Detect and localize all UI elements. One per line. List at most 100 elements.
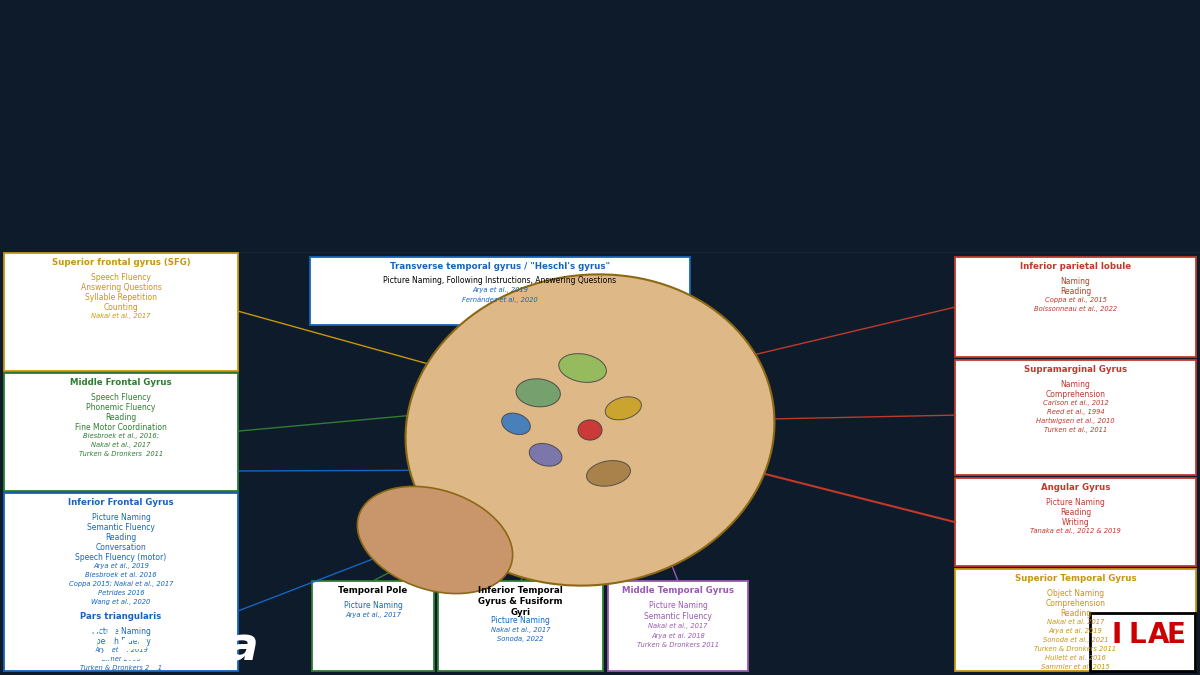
Text: Picture Naming: Picture Naming [91, 513, 150, 522]
Text: Tanaka et al., 2012 & 2019: Tanaka et al., 2012 & 2019 [1030, 528, 1121, 534]
Text: Nakai et al., 2017: Nakai et al., 2017 [91, 442, 151, 448]
Text: Reed et al., 1994: Reed et al., 1994 [1046, 409, 1104, 415]
Ellipse shape [406, 274, 774, 586]
Ellipse shape [587, 460, 630, 486]
Text: Picture Naming: Picture Naming [91, 627, 150, 636]
Text: Answering Questions: Answering Questions [80, 283, 162, 292]
Text: Pars triangularis: Pars triangularis [80, 612, 162, 621]
Text: L: L [1128, 621, 1146, 649]
Text: Nakai et al. 2017: Nakai et al. 2017 [1046, 619, 1104, 625]
Text: Coppa et al., 2015: Coppa et al., 2015 [1044, 297, 1106, 303]
Text: I: I [1111, 621, 1121, 649]
Text: Reading: Reading [1060, 287, 1091, 296]
Text: Coppa 2015; Nakai et al., 2017: Coppa 2015; Nakai et al., 2017 [68, 581, 173, 587]
Text: Petrides 2016: Petrides 2016 [97, 590, 144, 596]
Text: Reading: Reading [1060, 508, 1091, 517]
Text: E: E [1166, 621, 1186, 649]
Text: Writing: Writing [1062, 518, 1090, 527]
Text: Hartwigsen et al., 2010: Hartwigsen et al., 2010 [1037, 418, 1115, 424]
Text: Reading: Reading [106, 533, 137, 542]
FancyBboxPatch shape [312, 581, 434, 671]
Text: Speech Fluency: Speech Fluency [91, 637, 151, 646]
Ellipse shape [605, 397, 641, 420]
Text: Picture Naming: Picture Naming [491, 616, 550, 625]
Text: Temporal Pole: Temporal Pole [338, 586, 408, 595]
Text: Critical Review: Critical Review [60, 216, 176, 230]
Text: A: A [1147, 621, 1169, 649]
Text: Middle Frontal Gyrus: Middle Frontal Gyrus [70, 378, 172, 387]
Text: Arya et al. 2019: Arya et al. 2019 [94, 647, 148, 653]
FancyBboxPatch shape [310, 257, 690, 325]
Ellipse shape [578, 420, 602, 440]
Text: Sonoda et al., 2021: Sonoda et al., 2021 [1043, 637, 1109, 643]
Text: Turken & Dronkers 2011: Turken & Dronkers 2011 [637, 642, 719, 648]
Text: Turken & Dronkers 2011: Turken & Dronkers 2011 [80, 665, 162, 671]
Text: Syllable Repetition: Syllable Repetition [85, 293, 157, 302]
Text: Arya et al., 2019: Arya et al., 2019 [94, 563, 149, 569]
Text: Sammler et al. 2015: Sammler et al. 2015 [1042, 664, 1110, 670]
Text: Speech Fluency (motor): Speech Fluency (motor) [76, 553, 167, 562]
Text: Wang et al., 2020: Wang et al., 2020 [91, 599, 151, 605]
Text: Arya et al., 2017: Arya et al., 2017 [346, 612, 401, 618]
Text: Turken & Dronkers  2011: Turken & Dronkers 2011 [79, 451, 163, 457]
FancyBboxPatch shape [955, 360, 1196, 475]
Text: Naming: Naming [1061, 380, 1091, 389]
Text: Sonoda, 2022: Sonoda, 2022 [497, 637, 544, 643]
Text: Semantic Fluency: Semantic Fluency [644, 612, 712, 621]
Text: Superior frontal gyrus (SFG): Superior frontal gyrus (SFG) [52, 258, 191, 267]
Text: The changing landscape of electrical stimulation language mapping with subdural
: The changing landscape of electrical sti… [190, 30, 1010, 107]
Text: Nakai et al., 2017: Nakai et al., 2017 [648, 623, 708, 629]
FancyBboxPatch shape [1090, 613, 1195, 671]
FancyBboxPatch shape [4, 253, 238, 371]
Text: Picture Naming, Following Instructions, Answering Questions: Picture Naming, Following Instructions, … [384, 276, 617, 285]
FancyBboxPatch shape [438, 581, 604, 671]
Text: Picture Naming: Picture Naming [343, 601, 402, 610]
FancyBboxPatch shape [955, 257, 1196, 357]
FancyBboxPatch shape [4, 373, 238, 491]
FancyBboxPatch shape [955, 569, 1196, 671]
Text: Transverse temporal gyrus / "Heschl's gyrus": Transverse temporal gyrus / "Heschl's gy… [390, 262, 610, 271]
Text: Biesbroek et al., 2016;: Biesbroek et al., 2016; [83, 433, 158, 439]
Text: Comprehension: Comprehension [1045, 599, 1105, 608]
Text: Reading: Reading [1060, 609, 1091, 618]
Text: Naming: Naming [1061, 277, 1091, 286]
Text: Inferior parietal lobule: Inferior parietal lobule [1020, 262, 1132, 271]
Text: Hope M. Reecher, Donald J. Bearden, Jennifer I. Koop, Madison M. Berl, Kristina : Hope M. Reecher, Donald J. Bearden, Jenn… [60, 151, 758, 163]
Text: Middle Temporal Gyrus: Middle Temporal Gyrus [622, 586, 734, 595]
Ellipse shape [559, 354, 606, 382]
Text: Speech Fluency: Speech Fluency [91, 393, 151, 402]
Text: Turken et al., 2011: Turken et al., 2011 [1044, 427, 1108, 433]
Text: Turken & Dronkers 2011: Turken & Dronkers 2011 [1034, 646, 1116, 652]
Text: Speech Fluency: Speech Fluency [91, 273, 151, 282]
Text: Picture Naming: Picture Naming [648, 601, 708, 610]
Text: Reading: Reading [106, 413, 137, 422]
Text: Conversation: Conversation [96, 543, 146, 552]
Text: Nakai et al., 2017: Nakai et al., 2017 [491, 627, 550, 633]
Text: Hullett et al. 2016: Hullett et al. 2016 [1045, 655, 1106, 661]
FancyBboxPatch shape [608, 581, 748, 671]
Text: Fine Motor Coordination: Fine Motor Coordination [76, 423, 167, 432]
FancyBboxPatch shape [4, 493, 238, 671]
Text: Inferior Temporal
Gyrus & Fusiform
Gyri: Inferior Temporal Gyrus & Fusiform Gyri [478, 586, 563, 617]
Text: Semantic Fluency: Semantic Fluency [88, 523, 155, 532]
Text: Epilepsia: Epilepsia [18, 624, 259, 670]
Text: Superior Temporal Gyrus: Superior Temporal Gyrus [1015, 574, 1136, 583]
Text: Fernández et al., 2020: Fernández et al., 2020 [462, 296, 538, 303]
Text: Boissonneau et al., 2022: Boissonneau et al., 2022 [1034, 306, 1117, 313]
Text: Elmer 2016: Elmer 2016 [102, 656, 140, 662]
Text: Nakai et al., 2017: Nakai et al., 2017 [91, 313, 151, 319]
Text: Counting: Counting [103, 303, 138, 312]
Text: Arya et al. 2018: Arya et al. 2018 [652, 632, 704, 639]
Text: Biesbroek et al. 2016: Biesbroek et al. 2016 [85, 572, 157, 578]
Text: Supramarginal Gyrus: Supramarginal Gyrus [1024, 365, 1127, 374]
Text: Inferior Frontal Gyrus: Inferior Frontal Gyrus [68, 498, 174, 507]
Text: Comprehension: Comprehension [1045, 390, 1105, 399]
Text: Arya et al. 2019: Arya et al. 2019 [1049, 628, 1103, 634]
Ellipse shape [502, 413, 530, 435]
Ellipse shape [358, 487, 512, 593]
Text: Object Naming: Object Naming [1046, 589, 1104, 598]
Text: Picture Naming: Picture Naming [1046, 498, 1105, 507]
Text: Angular Gyrus: Angular Gyrus [1040, 483, 1110, 492]
Ellipse shape [516, 379, 560, 407]
Text: Arya et al., 2019: Arya et al., 2019 [472, 287, 528, 293]
